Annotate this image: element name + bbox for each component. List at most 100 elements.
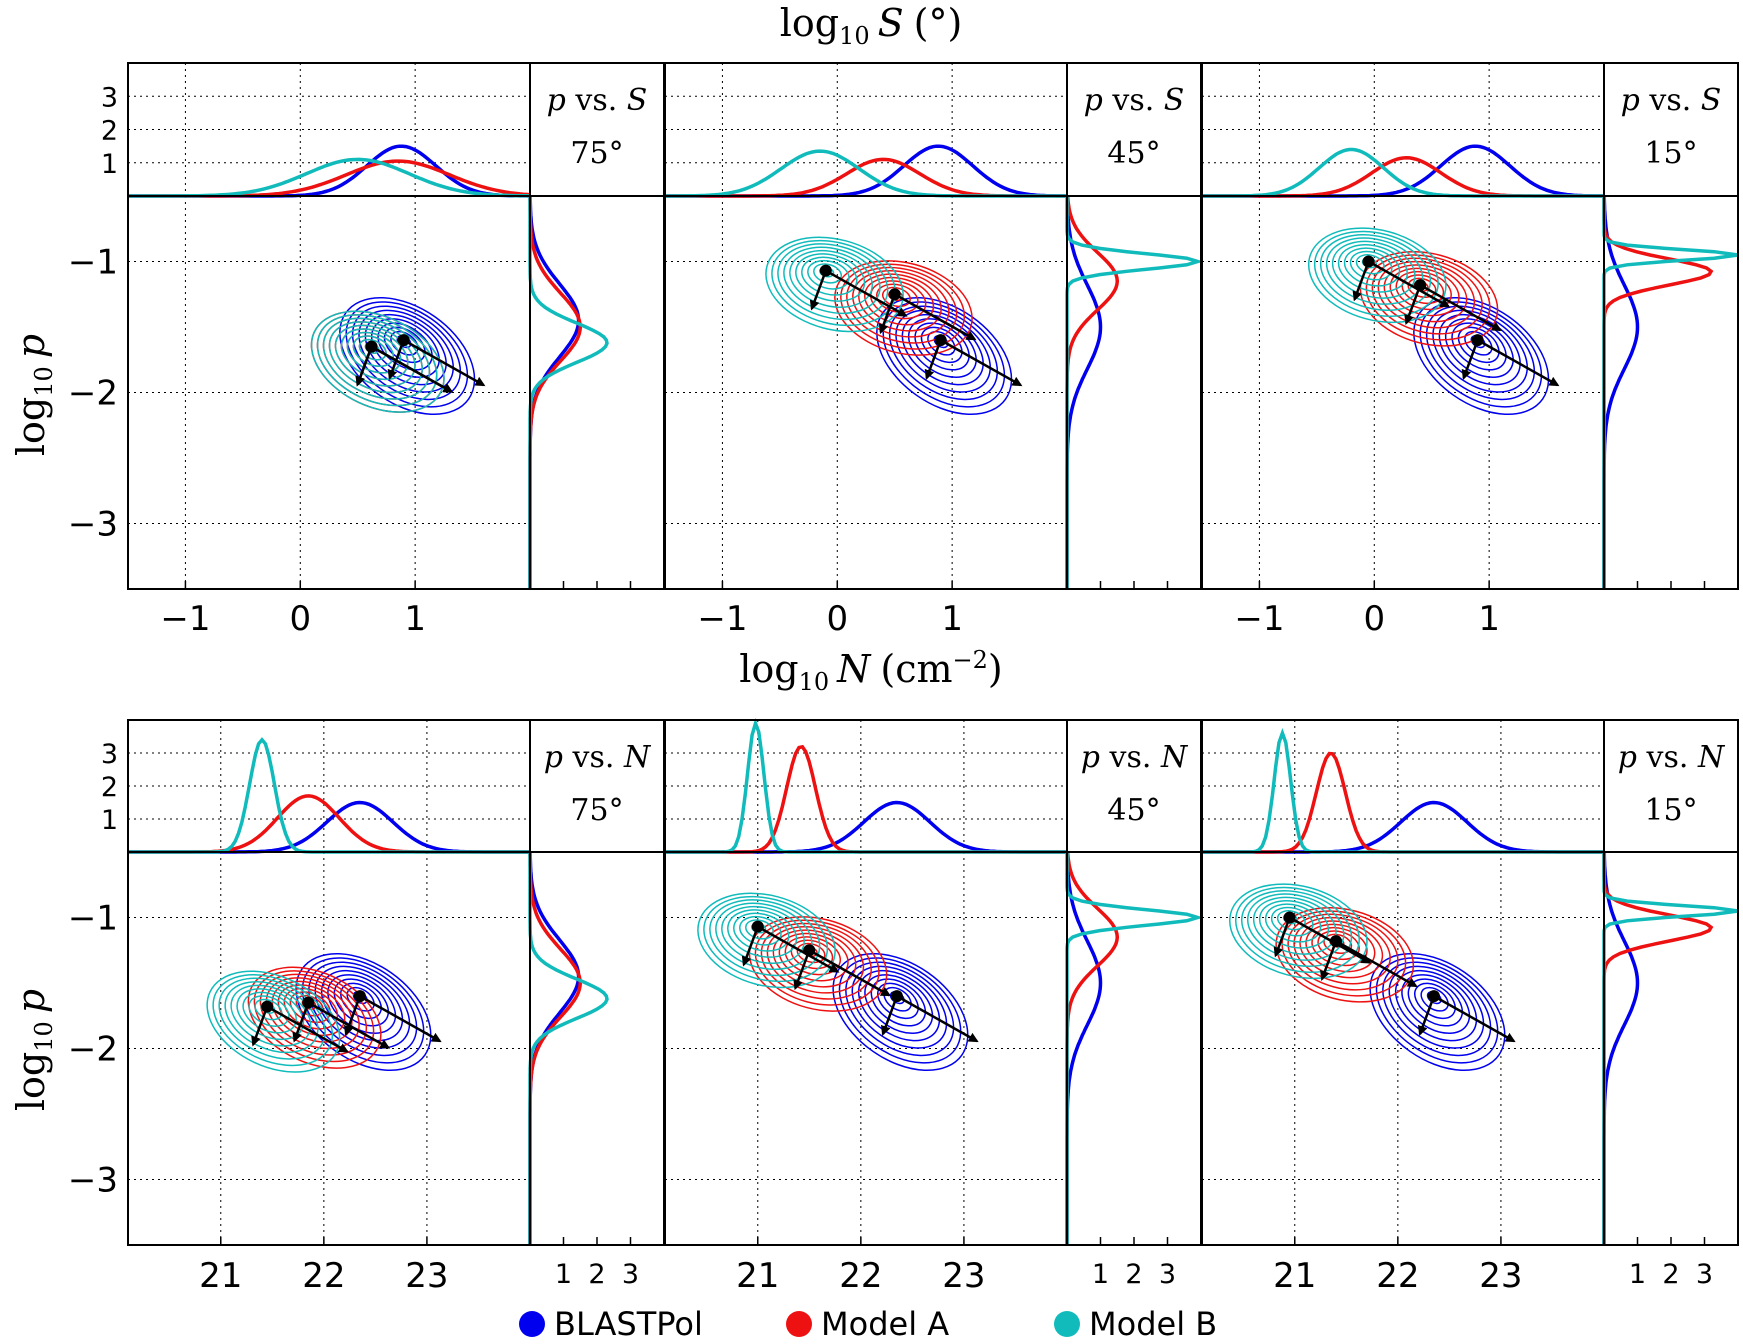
x-tick-label: 1 (1478, 599, 1500, 639)
contour-model-b (709, 899, 821, 977)
contour-model-b (1276, 910, 1306, 931)
vector-major-model-a (307, 1001, 391, 1049)
contour-blastpol (876, 296, 1013, 416)
contour-model-b (340, 328, 409, 381)
density-curve-blastpol (128, 144, 531, 198)
contour-model-b (1319, 234, 1432, 311)
density-curve-blastpol (128, 800, 530, 854)
contour-model-b (733, 912, 790, 952)
side-axes-frame (529, 195, 665, 590)
y-tick-label: −2 (68, 1030, 118, 1070)
center-point-model-b (365, 340, 378, 353)
corner-label: p vs. N (544, 740, 652, 775)
contours (765, 236, 1013, 416)
vector-minor-model-a (1320, 940, 1338, 981)
density-tick-label: 1 (101, 805, 118, 836)
contour-model-a (754, 919, 880, 1006)
contour-model-a (766, 926, 865, 994)
vector-major-model-a (894, 293, 977, 341)
vector-major-blastpol (1433, 995, 1516, 1043)
contour-model-b (1270, 906, 1314, 937)
vector-minor-blastpol (1461, 339, 1479, 380)
x-tick-label: −1 (697, 599, 747, 639)
contour-model-a (1287, 913, 1399, 991)
contour-model-b (352, 335, 394, 368)
contour-model-a (784, 936, 841, 976)
corner-label: p vs. S (1621, 83, 1722, 118)
side-density-curve-model-a (1602, 196, 1714, 589)
contour-blastpol (832, 952, 969, 1072)
contour-model-b (1337, 244, 1408, 293)
side-tick-label: 3 (1159, 1259, 1176, 1290)
contour-model-a (852, 270, 950, 338)
center-point-blastpol (1471, 334, 1484, 347)
contour-blastpol (1451, 322, 1507, 371)
top-histogram (665, 717, 1067, 854)
contours (1228, 883, 1506, 1072)
top-histogram (1202, 728, 1604, 854)
x-tick-label: 23 (942, 1256, 985, 1296)
side-axes-frame (1603, 195, 1739, 590)
contours (310, 296, 476, 416)
corner-label: p vs. N (1081, 740, 1189, 775)
legend-marker-blastpol (519, 1311, 545, 1337)
vector-major-blastpol (896, 995, 979, 1043)
panel-p-vs-S-3: p vs. S 15° −1 0 1 (1201, 62, 1739, 639)
legend-label-model-a: Model A (821, 1305, 949, 1343)
side-density-curve-model-b (1602, 852, 1739, 1245)
contour-model-a (277, 984, 346, 1037)
side-density-curve-blastpol (1602, 852, 1640, 1245)
center-point-model-a (888, 288, 901, 301)
contour-model-a (310, 310, 445, 413)
side-tick-label: 1 (1629, 1259, 1646, 1290)
vector-major-blastpol (1477, 339, 1560, 387)
corner-angle: 15° (1644, 136, 1697, 171)
contour-blastpol (333, 978, 390, 1027)
side-histogram (1065, 851, 1204, 1245)
contour-model-b (1331, 240, 1416, 299)
contour-model-a (1395, 270, 1452, 311)
legend-label-blastpol: BLASTPol (554, 1305, 703, 1343)
density-curve-model-b (1202, 728, 1604, 854)
vector-major-model-b (825, 269, 908, 317)
corner-angle: 45° (1107, 793, 1160, 828)
x-tick-label: −1 (160, 599, 210, 639)
side-histogram (1065, 195, 1204, 589)
contour-model-b (697, 892, 836, 989)
contour-blastpol (1388, 965, 1485, 1049)
side-tick-label: 2 (588, 1259, 605, 1290)
contour-model-b (801, 256, 858, 296)
contour-model-a (1377, 260, 1476, 329)
contour-model-a (1293, 916, 1391, 985)
side-histogram (1602, 196, 1739, 589)
contour-model-b (1343, 247, 1401, 287)
top-histogram (665, 144, 1068, 198)
corner-frame (1603, 719, 1739, 853)
contour-model-a (876, 283, 919, 314)
y-tick-label: −3 (68, 1161, 118, 1201)
panel-p-vs-S-2: p vs. S 45° −1 0 1 (664, 62, 1204, 639)
contour-model-b (212, 974, 334, 1067)
y-axis-title-top-row: log10p (9, 334, 58, 456)
contour-model-b (322, 317, 431, 400)
side-axes-frame (1603, 851, 1739, 1246)
side-density-curve-blastpol (1065, 196, 1103, 589)
y-tick-label: −2 (68, 374, 118, 414)
contour-model-a (1275, 906, 1415, 1003)
y-axis-title-bottom-row: log10p (9, 989, 58, 1111)
contour-model-b (1264, 903, 1322, 943)
contour-model-b (765, 236, 904, 333)
contour-model-b (745, 919, 774, 940)
density-curve-model-a (128, 794, 530, 854)
density-curve-model-b (665, 717, 1067, 854)
x-tick-label: 21 (1273, 1256, 1316, 1296)
legend-label-model-b: Model B (1089, 1305, 1217, 1343)
side-tick-label: 3 (622, 1259, 639, 1290)
y-tick-label: −1 (68, 243, 118, 283)
contour-model-b (1258, 900, 1330, 949)
side-tick-label: 2 (1125, 1259, 1142, 1290)
contour-blastpol (914, 322, 970, 371)
x-tick-label: 22 (1376, 1256, 1419, 1296)
